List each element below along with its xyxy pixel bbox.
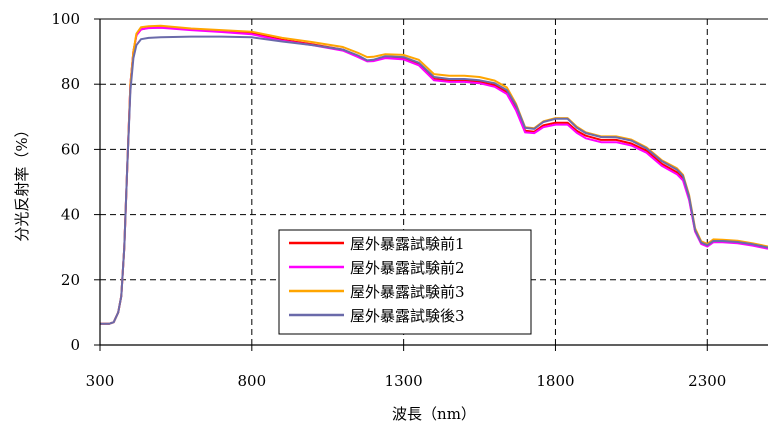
y-tick-label: 20	[61, 271, 80, 289]
x-tick-label: 2300	[688, 372, 726, 390]
x-tick-label: 1300	[385, 372, 423, 390]
x-tick-label: 1800	[536, 372, 574, 390]
x-tick-label: 800	[237, 372, 266, 390]
y-tick-label: 40	[61, 206, 80, 224]
y-axis-title: 分光反射率（%）	[13, 122, 31, 241]
legend-label-3: 屋外暴露試験前3	[350, 283, 465, 301]
legend: 屋外暴露試験前1 屋外暴露試験前2 屋外暴露試験前3 屋外暴露試験後3	[278, 229, 532, 335]
y-tick-label: 80	[61, 75, 80, 93]
legend-box	[278, 229, 532, 335]
x-axis-title: 波長（nm）	[392, 405, 476, 423]
series-line-4	[100, 35, 768, 325]
y-tick-label: 0	[70, 336, 80, 354]
y-tick-label: 100	[51, 10, 80, 28]
series-lines	[100, 24, 768, 325]
axes	[94, 18, 768, 351]
x-tick-label: 300	[86, 372, 115, 390]
legend-label-4: 屋外暴露試験後3	[350, 307, 465, 325]
y-tick-label: 60	[61, 140, 80, 158]
legend-label-1: 屋外暴露試験前1	[350, 235, 465, 253]
y-tick-labels: 0 20 40 60 80 100	[51, 10, 80, 354]
x-tick-labels: 300 800 1300 1800 2300	[86, 372, 727, 390]
grid	[100, 19, 768, 345]
legend-label-2: 屋外暴露試験前2	[350, 259, 465, 277]
